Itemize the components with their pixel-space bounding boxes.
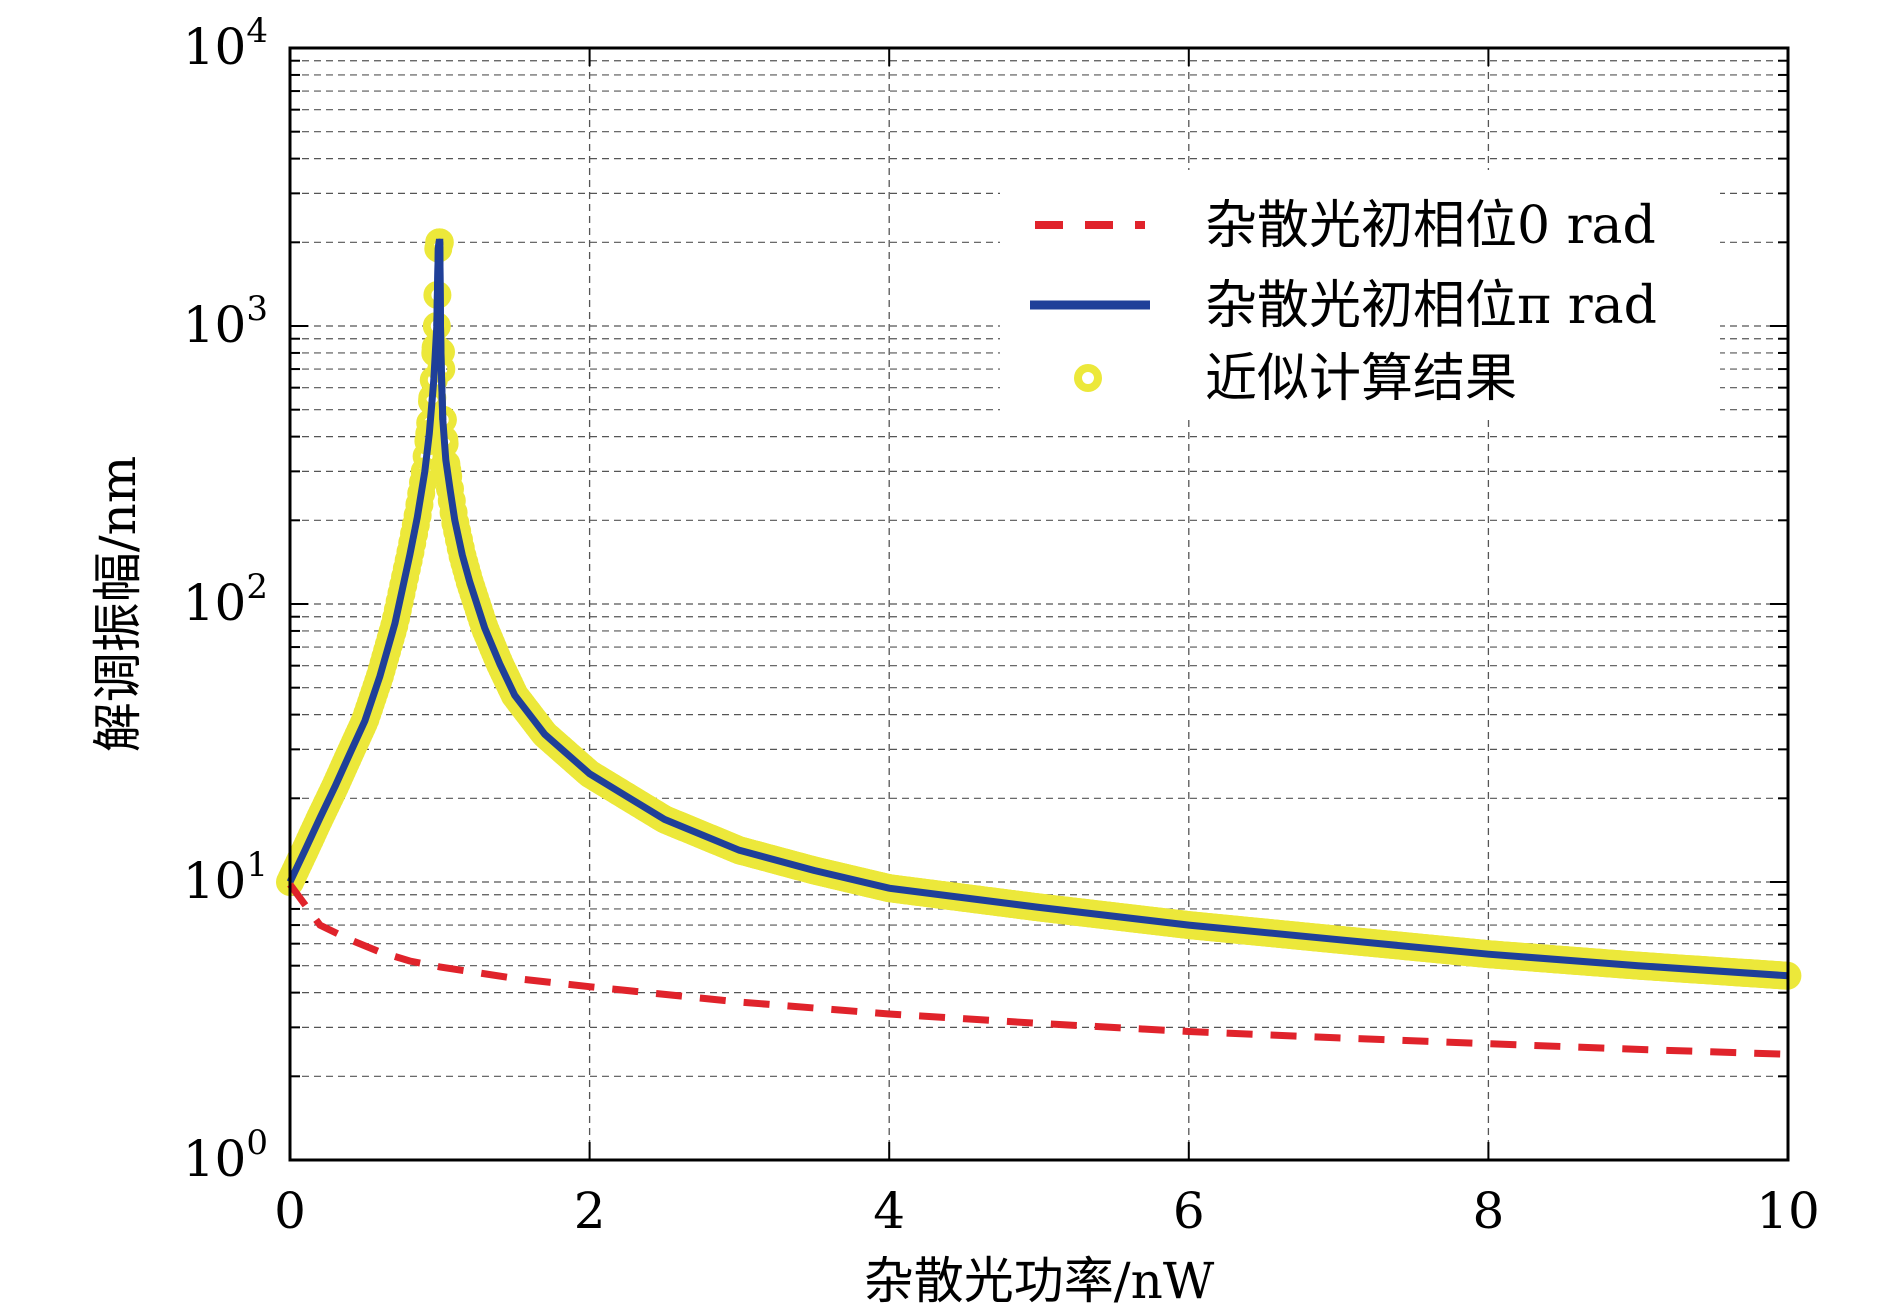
y-tick-label: 104 [183, 11, 268, 76]
y-tick-label: 100 [183, 1123, 268, 1188]
plot-frame [288, 46, 1790, 1162]
y-tick-label: 101 [183, 845, 268, 910]
y-tick-label: 102 [183, 567, 268, 632]
legend-label-phase-0: 杂散光初相位0 rad [1205, 196, 1656, 256]
y-axis-title: 解调振幅/nm [89, 456, 147, 752]
tick-labels-layer: 0 2 4 6 8 10 100 101 102 103 104 [183, 11, 1820, 1240]
x-axis-title: 杂散光功率/nW [864, 1252, 1215, 1310]
x-tick-label: 2 [574, 1182, 606, 1240]
legend-label-phase-pi: 杂散光初相位π rad [1205, 276, 1657, 336]
legend: 杂散光初相位0 rad 杂散光初相位π rad 近似计算结果 [1000, 170, 1720, 420]
legend-box [1000, 170, 1720, 420]
x-tick-label: 8 [1472, 1182, 1504, 1240]
series-line-phase-pi [286, 238, 1789, 980]
y-tick-label: 103 [183, 289, 268, 354]
ticks-layer [289, 48, 1789, 1160]
series-layer [276, 228, 1802, 1058]
x-tick-label: 0 [274, 1182, 306, 1240]
x-tick-label: 10 [1756, 1182, 1820, 1240]
series-peak-phase-pi [433, 238, 447, 420]
legend-label-approx: 近似计算结果 [1205, 349, 1517, 409]
x-tick-label: 4 [873, 1182, 905, 1240]
legend-swatch-marker [1074, 364, 1102, 392]
series-line-phase-0 [287, 882, 1789, 1058]
x-tick-label: 6 [1173, 1182, 1205, 1240]
